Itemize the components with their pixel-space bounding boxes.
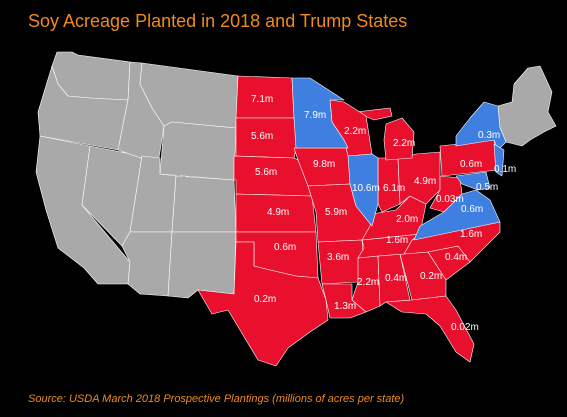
state-labels: 7.1m 7.9m 5.6m 2.2m 2.2m 0.3m 5.6m 9.8m … (251, 94, 516, 333)
label-texas: 0.2m (254, 294, 276, 305)
source-note: Source: USDA March 2018 Prospective Plan… (28, 393, 405, 405)
label-iowa: 9.8m (313, 159, 335, 170)
state-kentucky (361, 195, 427, 241)
label-mississippi: 2.2m (357, 277, 379, 288)
label-north-carolina: 1.6m (460, 229, 482, 240)
label-arkansas: 3.6m (327, 252, 349, 263)
state-new-england (497, 65, 557, 147)
label-south-dakota: 5.6m (251, 131, 273, 142)
state-maryland (455, 171, 491, 191)
label-georgia: 0.2m (420, 271, 442, 282)
label-west-virginia: 0.03m (436, 194, 464, 205)
label-tennessee: 1.6m (386, 235, 408, 246)
state-michigan (355, 107, 415, 161)
state-wyoming (159, 121, 237, 181)
map-title: Soy Acreage Planted in 2018 and Trump St… (28, 11, 408, 31)
label-illinois: 10.6m (352, 183, 380, 194)
label-ohio: 4.9m (414, 176, 436, 187)
label-new-york: 0.3m (478, 130, 500, 141)
label-missouri: 5.9m (325, 207, 347, 218)
state-florida (385, 295, 475, 363)
label-kansas: 4.9m (267, 207, 289, 218)
label-indiana: 6.1m (383, 183, 405, 194)
state-colorado (171, 175, 237, 233)
label-pennsylvania: 0.6m (460, 159, 482, 170)
state-illinois (347, 153, 379, 227)
label-minnesota: 7.9m (304, 110, 326, 121)
label-wisconsin: 2.2m (344, 126, 366, 137)
label-florida: 0.02m (451, 322, 479, 333)
label-michigan: 2.2m (393, 138, 415, 149)
state-minnesota (291, 77, 349, 149)
state-texas (197, 241, 329, 367)
label-north-dakota: 7.1m (251, 94, 273, 105)
label-kentucky: 2.0m (396, 214, 418, 225)
label-maryland: 0.5m (476, 182, 498, 193)
label-alabama: 0.4m (385, 273, 407, 284)
state-new-mexico (167, 231, 237, 299)
state-new-york (455, 101, 507, 151)
label-oklahoma: 0.6m (274, 242, 296, 253)
label-south-carolina: 0.4m (445, 252, 467, 263)
state-ohio (397, 151, 441, 205)
label-new-jersey: 0.1m (494, 164, 516, 175)
label-louisiana: 1.3m (334, 301, 356, 312)
state-virginia (413, 189, 501, 241)
label-virginia: 0.6m (461, 204, 483, 215)
state-north-carolina (403, 221, 501, 263)
state-pennsylvania (439, 139, 499, 177)
state-new-jersey (493, 143, 505, 177)
state-louisiana (321, 283, 367, 319)
label-nebraska: 5.6m (255, 167, 277, 178)
